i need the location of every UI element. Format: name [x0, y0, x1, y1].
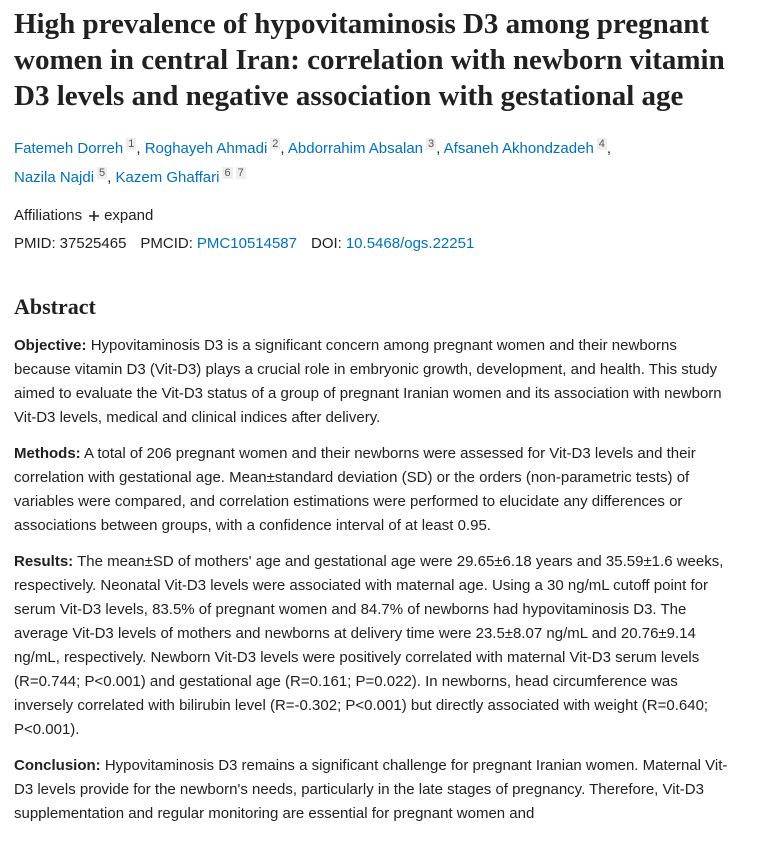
affiliation-number[interactable]: 6 — [222, 167, 233, 179]
abstract: Objective: Hypovitaminosis D3 is a signi… — [14, 334, 734, 826]
author-link[interactable]: Kazem Ghaffari — [115, 169, 220, 186]
section-text: A total of 206 pregnant women and their … — [14, 445, 696, 534]
abstract-section: Results: The mean±SD of mothers' age and… — [14, 550, 734, 742]
affiliation-number[interactable]: 3 — [426, 138, 437, 150]
author-link[interactable]: Nazila Najdi — [14, 169, 95, 186]
separator: , — [280, 140, 285, 157]
section-label: Conclusion: — [14, 757, 101, 774]
abstract-heading: Abstract — [14, 294, 96, 319]
section-text: Hypovitaminosis D3 remains a significant… — [14, 757, 728, 822]
abstract-section: Objective: Hypovitaminosis D3 is a signi… — [14, 334, 734, 430]
id-label: PMCID: — [140, 235, 193, 252]
section-label: Objective: — [14, 337, 87, 354]
separator: , — [436, 140, 441, 157]
author-list: Fatemeh Dorreh 1, Roghayeh Ahmadi 2, Abdor… — [14, 132, 734, 190]
id-label: DOI: — [311, 235, 342, 252]
identifiers: PMID: 37525465 PMCID: PMC10514587 DOI: 10.546… — [14, 232, 734, 256]
section-label: Methods: — [14, 445, 81, 462]
author-link[interactable]: Roghayeh Ahmadi — [144, 140, 268, 157]
affiliation-number[interactable]: 5 — [97, 167, 108, 179]
affiliations: Affiliations expand — [14, 204, 734, 228]
affiliation-number[interactable]: 4 — [596, 138, 607, 150]
expand-toggle[interactable]: expand — [88, 204, 153, 228]
author-link[interactable]: Fatemeh Dorreh — [14, 140, 124, 157]
separator: , — [136, 140, 141, 157]
id-value: 37525465 — [59, 235, 127, 252]
article: High prevalence of hypovitaminosis D3 am… — [14, 8, 734, 826]
affiliations-label: Affiliations — [14, 207, 83, 224]
id-link[interactable]: PMC10514587 — [196, 235, 297, 252]
section-label: Results: — [14, 553, 74, 570]
separator: , — [606, 140, 612, 157]
affiliation-number[interactable]: 1 — [126, 138, 137, 150]
affiliation-number[interactable]: 7 — [235, 167, 246, 179]
separator: , — [107, 169, 112, 186]
author-link[interactable]: Afsaneh Akhondzadeh — [443, 140, 594, 157]
plus-icon — [89, 211, 100, 221]
id-label: PMID: — [14, 235, 56, 252]
affiliation-number[interactable]: 2 — [270, 138, 281, 150]
article-title: High prevalence of hypovitaminosis D3 am… — [14, 8, 725, 112]
section-text: The mean±SD of mothers' age and gestatio… — [14, 553, 724, 738]
author-link[interactable]: Abdorrahim Absalan — [287, 140, 424, 157]
abstract-section: Methods: A total of 206 pregnant women a… — [14, 442, 734, 538]
id-link[interactable]: 10.5468/ogs.22251 — [345, 235, 475, 252]
expand-label[interactable]: expand — [104, 207, 154, 224]
abstract-section: Conclusion: Hypovitaminosis D3 remains a… — [14, 754, 734, 826]
section-text: Hypovitaminosis D3 is a significant conc… — [14, 337, 722, 426]
